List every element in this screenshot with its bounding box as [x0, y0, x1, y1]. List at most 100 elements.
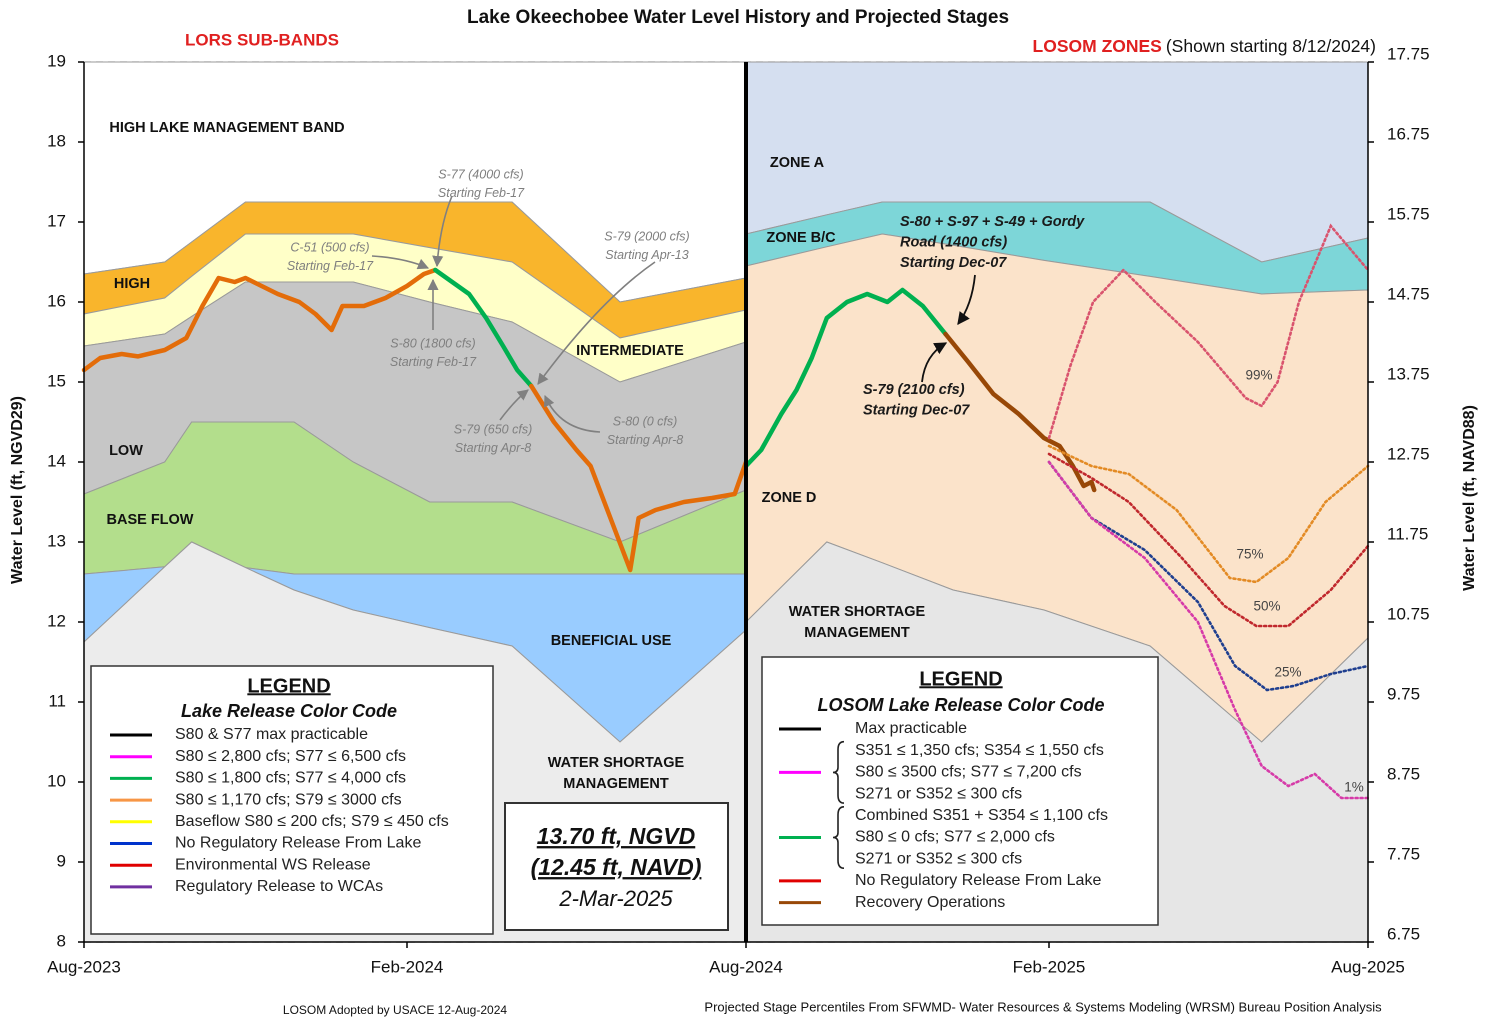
x-tick-label: Feb-2025: [1013, 957, 1086, 976]
annotation-arrow: [371, 255, 430, 270]
footnote: LOSOM Adopted by USACE 12-Aug-2024: [283, 1003, 507, 1017]
legend-subtitle: Lake Release Color Code: [181, 701, 397, 721]
band-label: MANAGEMENT: [563, 776, 669, 792]
y-tick-label: 18: [47, 131, 66, 150]
y2-tick-label: 11.75: [1387, 524, 1428, 543]
y-tick-label: 19: [47, 51, 66, 70]
legend-title: LEGEND: [919, 668, 1002, 690]
legend-label: No Regulatory Release From Lake: [855, 872, 1101, 889]
y-tick-label: 13: [47, 531, 66, 550]
annotation: Starting Dec-07: [900, 255, 1007, 271]
annotation-arrow: [543, 394, 601, 433]
legend-label: Max practicable: [855, 720, 967, 737]
annotation: S-80 (1800 cfs): [390, 336, 475, 350]
y2-tick-label: 9.75: [1387, 684, 1420, 703]
y2-tick-label: 17.75: [1387, 44, 1430, 63]
legend-label: Baseflow S80 ≤ 200 cfs; S79 ≤ 450 cfs: [175, 813, 449, 830]
y-tick-label: 12: [47, 611, 66, 630]
projection-line: [1047, 452, 1370, 628]
subtitle-right-note: (Shown starting 8/12/2024): [1166, 36, 1376, 56]
subtitle-right: LOSOM ZONES (Shown starting 8/12/2024): [1033, 36, 1376, 56]
x-tick-label: Aug-2024: [709, 957, 783, 976]
annotation: Road (1400 cfs): [900, 234, 1007, 250]
legend-label: S80 ≤ 3500 cfs; S77 ≤ 7,200 cfs: [855, 764, 1082, 781]
projection-line: [1047, 223, 1370, 440]
band-label: HIGH LAKE MANAGEMENT BAND: [109, 120, 344, 136]
projection-line: [1047, 460, 1370, 692]
legend: S80 & S77 max practicable S80 ≤ 2,800 cfs…: [110, 726, 449, 895]
subtitle-right-main: LOSOM ZONES: [1033, 36, 1162, 56]
annotation: S-79 (650 cfs): [454, 422, 533, 436]
x-tick-label: Aug-2025: [1331, 957, 1405, 976]
y-tick-label: 9: [57, 851, 66, 870]
status-box: [504, 802, 729, 931]
annotation: S-79 (2000 cfs): [604, 229, 689, 243]
y-tick-label: 10: [47, 771, 66, 790]
legend-label: S80 & S77 max practicable: [175, 726, 368, 743]
subtitle-left: LORS SUB-BANDS: [185, 30, 339, 49]
y2-tick-label: 12.75: [1387, 444, 1430, 463]
annotation: S-79 (2100 cfs): [863, 382, 965, 398]
legend-label: S80 ≤ 2,800 cfs; S77 ≤ 6,500 cfs: [175, 748, 406, 765]
projection-label: 1%: [1344, 780, 1364, 795]
legend-brace: [832, 806, 845, 869]
y-tick-label: 11: [48, 691, 66, 710]
stage-line: [743, 287, 948, 469]
band-label: WATER SHORTAGE: [548, 755, 685, 771]
legend-label: S80 ≤ 0 cfs; S77 ≤ 2,000 cfs: [855, 829, 1055, 846]
stage-line: [433, 267, 534, 389]
line-layer: [78, 61, 1374, 948]
projection-label: 75%: [1236, 547, 1263, 562]
status-date: 2-Mar-2025: [558, 886, 673, 911]
y2-axis-label: Water Level (ft, NAVD88): [1461, 405, 1478, 591]
y2-tick-label: 16.75: [1387, 124, 1430, 143]
legend-brace: [832, 740, 845, 804]
band-label: WATER SHORTAGE: [789, 604, 926, 620]
legend-label: S271 or S352 ≤ 300 cfs: [855, 785, 1022, 802]
y-tick-label: 17: [47, 211, 66, 230]
y-tick-label: 15: [47, 371, 66, 390]
annotation: Starting Apr-8: [607, 433, 683, 447]
annotation: C-51 (500 cfs): [290, 240, 369, 254]
chart-title: Lake Okeechobee Water Level History and …: [467, 7, 1009, 28]
y2-tick-label: 14.75: [1387, 284, 1430, 303]
legend-label: S80 ≤ 1,800 cfs; S77 ≤ 4,000 cfs: [175, 770, 406, 787]
band-label: MANAGEMENT: [804, 625, 910, 641]
annotation-arrow: [499, 389, 529, 421]
band-label: LOW: [109, 443, 143, 459]
stage-line: [81, 267, 438, 373]
band-label: BASE FLOW: [107, 512, 194, 528]
annotation: Starting Feb-17: [390, 355, 477, 369]
legend-label: No Regulatory Release From Lake: [175, 835, 421, 852]
stage-line: [943, 331, 1097, 493]
annotation-arrow: [537, 261, 656, 385]
annotation: Starting Apr-13: [605, 248, 688, 262]
annotation: Starting Dec-07: [863, 402, 970, 418]
legend-label: Combined S351 + S354 ≤ 1,100 cfs: [855, 807, 1108, 824]
status-stage-ngvd: 13.70 ft, NGVD: [537, 823, 696, 849]
annotation: Starting Feb-17: [287, 259, 374, 273]
projection-label: 25%: [1274, 665, 1301, 680]
annotation-arrow: [957, 274, 976, 326]
y2-tick-label: 8.75: [1387, 764, 1420, 783]
legend-label: S271 or S352 ≤ 300 cfs: [855, 850, 1022, 867]
y2-tick-label: 13.75: [1387, 364, 1430, 383]
projection-line: [1047, 460, 1370, 800]
y2-tick-label: 15.75: [1387, 204, 1430, 223]
band-label: ZONE B/C: [766, 230, 836, 246]
legend: Max practicable S351 ≤ 1,350 cfs; S354 ≤ …: [779, 720, 1108, 911]
y-axis-label: Water Level (ft, NGVD29): [9, 396, 26, 584]
legend-title: LEGEND: [247, 675, 330, 697]
annotation-arrow: [921, 342, 948, 383]
annotation: S-80 (0 cfs): [613, 414, 678, 428]
annotation: Starting Apr-8: [455, 441, 531, 455]
band-label: HIGH: [114, 276, 150, 292]
x-tick-label: Feb-2024: [371, 957, 444, 976]
annotation: Starting Feb-17: [438, 186, 525, 200]
legend-label: S351 ≤ 1,350 cfs; S354 ≤ 1,550 cfs: [855, 742, 1104, 759]
legend-subtitle: LOSOM Lake Release Color Code: [817, 695, 1104, 715]
projection-label: 50%: [1253, 599, 1280, 614]
legend-label: S80 ≤ 1,170 cfs; S79 ≤ 3000 cfs: [175, 791, 402, 808]
y-tick-label: 14: [47, 451, 66, 470]
